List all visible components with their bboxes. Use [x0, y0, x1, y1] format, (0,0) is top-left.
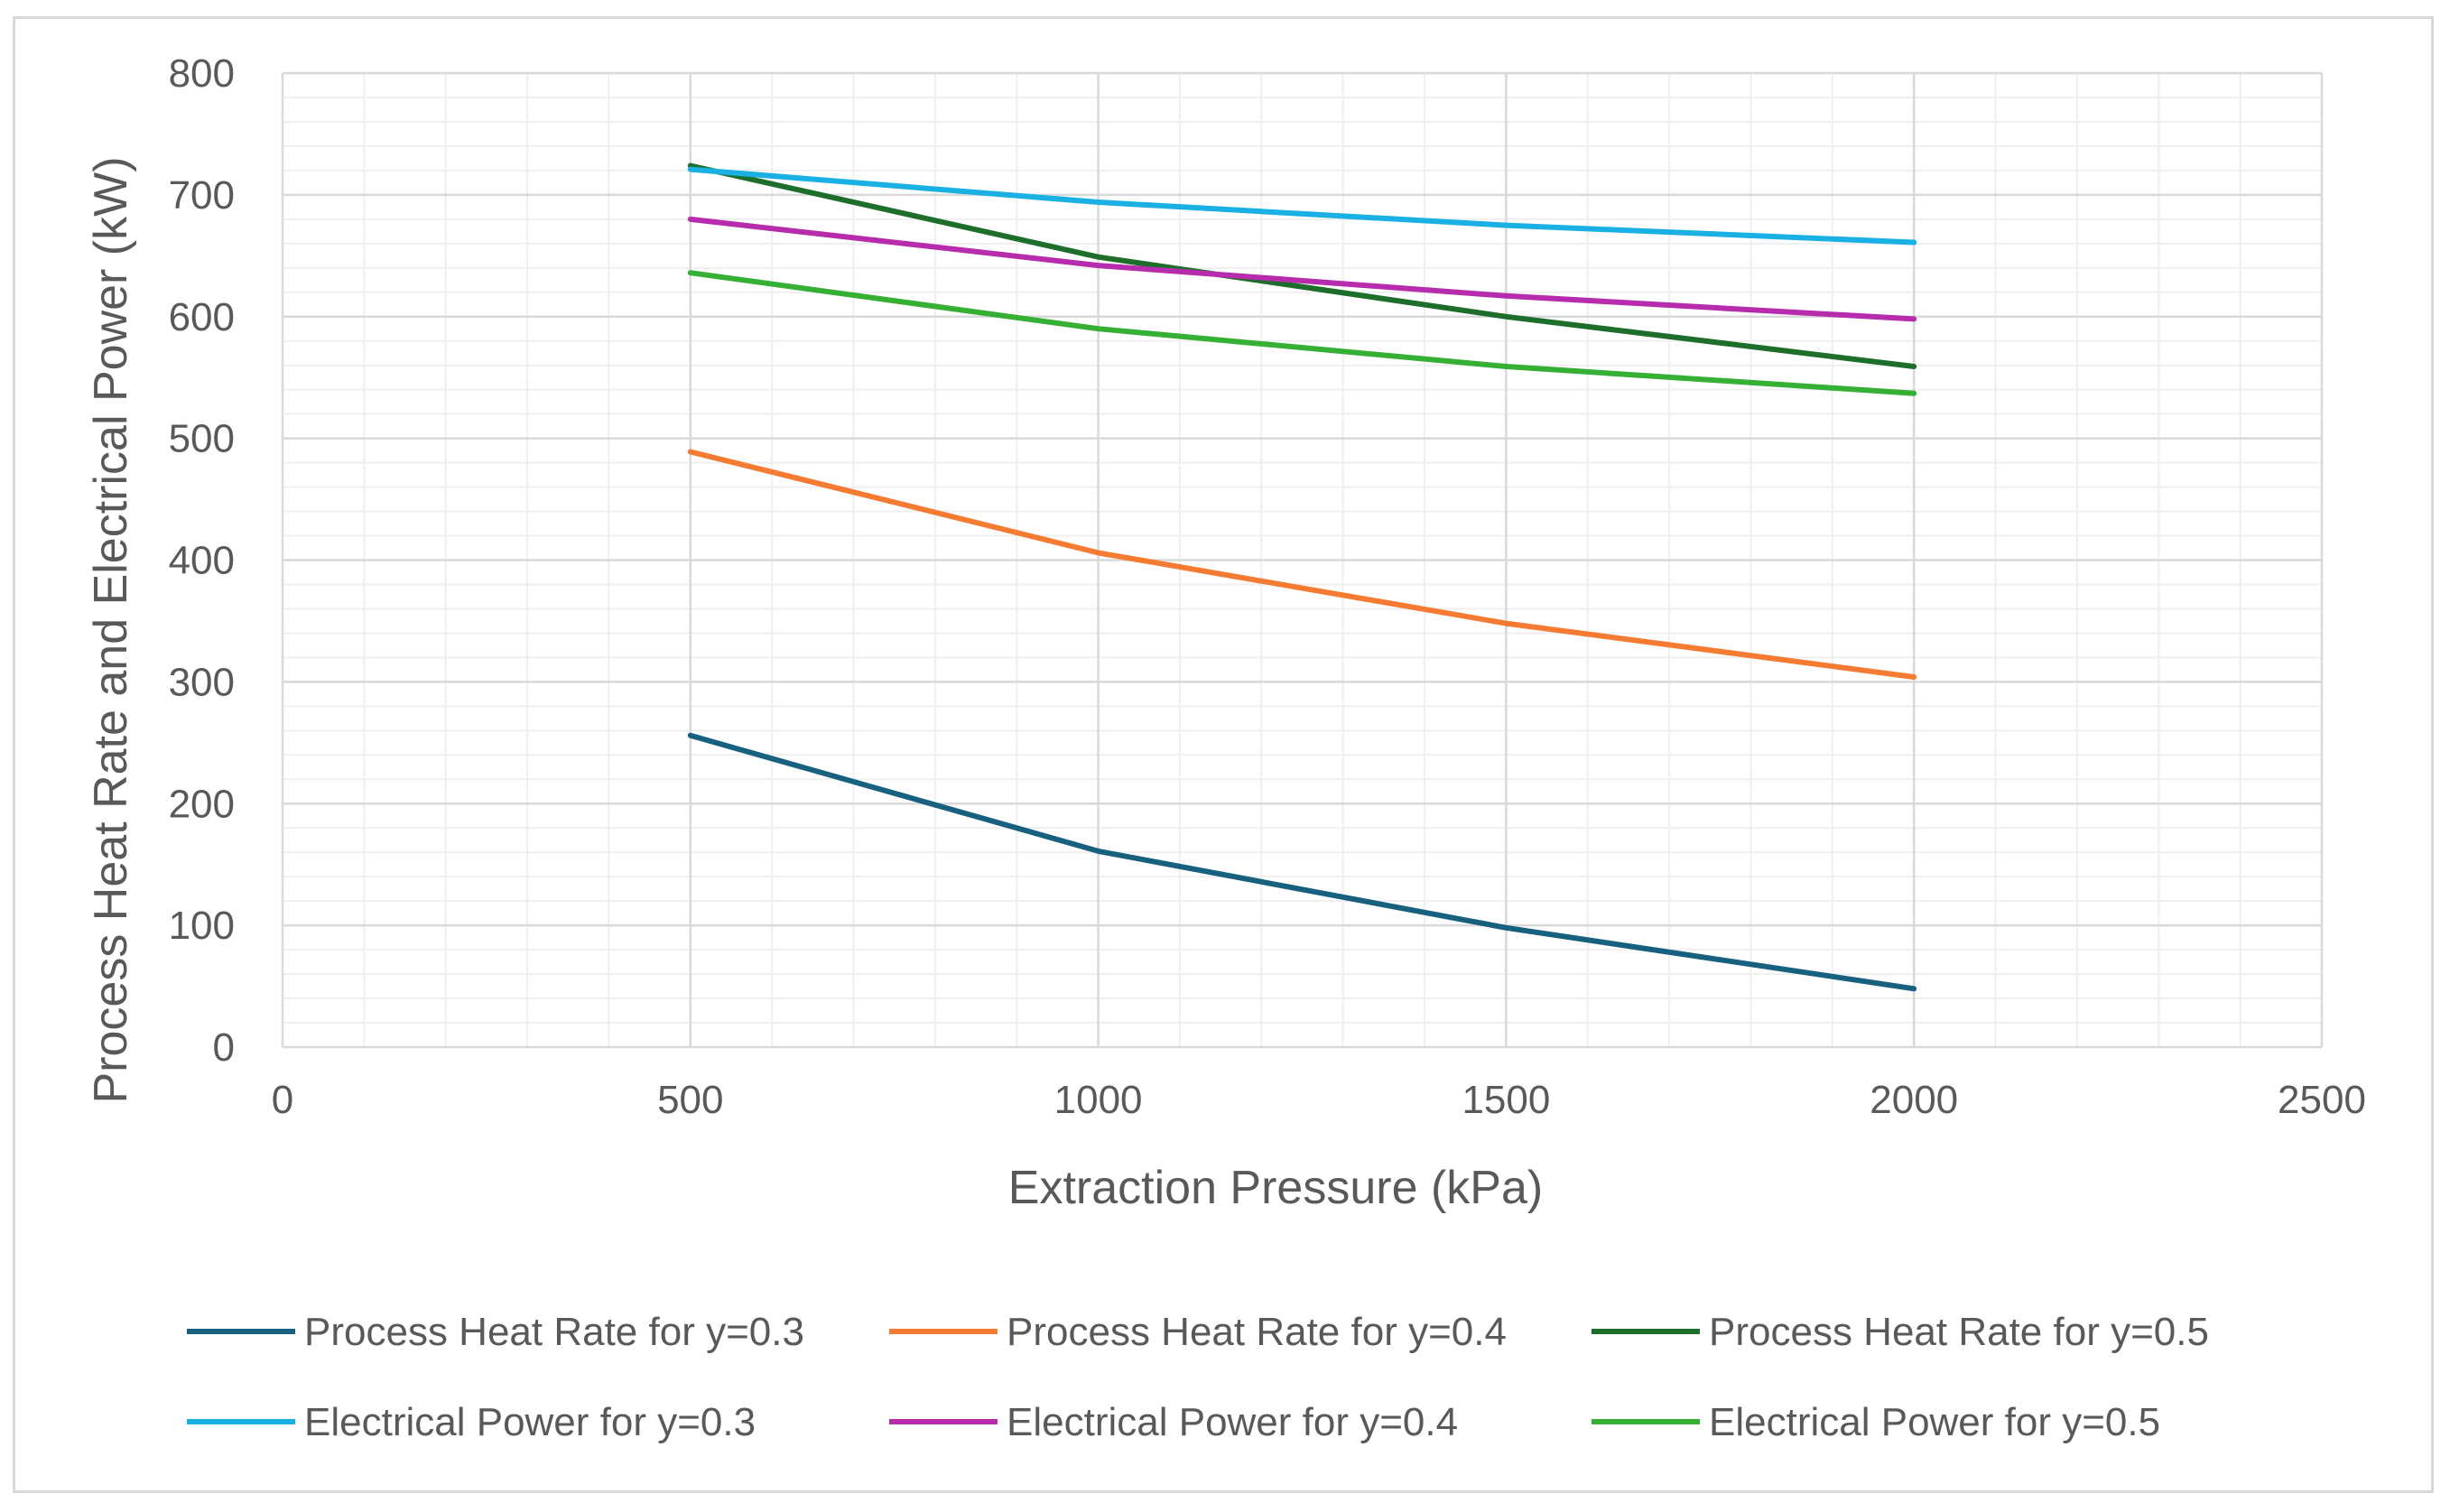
series-line-2	[687, 449, 1917, 680]
legend-label: Electrical Power for y=0.4	[1007, 1400, 1458, 1444]
y-tick-label: 0	[213, 1025, 235, 1070]
series-line-3	[687, 162, 1917, 369]
series-lines	[687, 162, 1917, 992]
legend-label: Process Heat Rate for y=0.4	[1007, 1310, 1507, 1354]
y-tick-label: 600	[169, 295, 235, 339]
y-axis-title: Process Heat Rate and Electrical Power (…	[85, 156, 137, 1103]
legend-item: Electrical Power for y=0.3	[187, 1400, 756, 1444]
x-tick-label: 2000	[1870, 1078, 1958, 1122]
legend-label: Electrical Power for y=0.3	[304, 1400, 756, 1444]
x-axis-title: Extraction Pressure (kPa)	[1008, 1162, 1543, 1214]
legend-item: Electrical Power for y=0.4	[889, 1400, 1458, 1444]
y-tick-label: 800	[169, 51, 235, 96]
series-line-1	[687, 732, 1917, 992]
y-tick-label: 100	[169, 904, 235, 948]
legend-label: Electrical Power for y=0.5	[1709, 1400, 2160, 1444]
series-line-5	[687, 216, 1917, 322]
x-tick-label: 0	[272, 1078, 293, 1122]
x-tick-label: 2500	[2278, 1078, 2366, 1122]
y-tick-label: 400	[169, 539, 235, 583]
x-axis-tick-labels: 0 500 1000 1500 2000 2500	[272, 1078, 2366, 1122]
x-tick-label: 1500	[1462, 1078, 1550, 1122]
legend-item: Process Heat Rate for y=0.3	[187, 1310, 804, 1354]
legend-label: Process Heat Rate for y=0.3	[304, 1310, 804, 1354]
series-line-6	[687, 270, 1917, 396]
y-tick-label: 300	[169, 660, 235, 704]
major-gridlines	[281, 71, 2324, 1049]
legend-item: Process Heat Rate for y=0.5	[1592, 1310, 2209, 1354]
series-line-4	[687, 166, 1917, 246]
legend-label: Process Heat Rate for y=0.5	[1709, 1310, 2209, 1354]
y-tick-label: 500	[169, 417, 235, 461]
plot-area	[281, 71, 2324, 1049]
legend-item: Process Heat Rate for y=0.4	[889, 1310, 1507, 1354]
legend: Process Heat Rate for y=0.3 Process Heat …	[187, 1310, 2209, 1444]
y-tick-label: 200	[169, 782, 235, 826]
y-axis-tick-labels: 0 100 200 300 400 500 600 700 800	[169, 51, 235, 1070]
y-tick-label: 700	[169, 173, 235, 218]
x-tick-label: 1000	[1054, 1078, 1143, 1122]
legend-item: Electrical Power for y=0.5	[1592, 1400, 2160, 1444]
x-tick-label: 500	[657, 1078, 723, 1122]
